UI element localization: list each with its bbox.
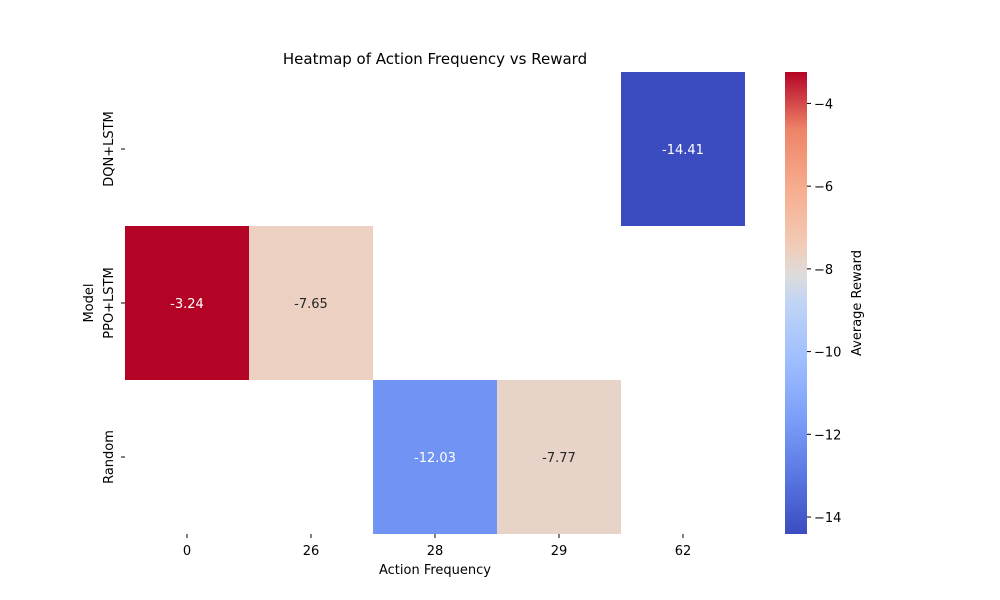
colorbar-tick-label: −14 [814,511,841,526]
cell-value-label: -7.65 [294,297,328,312]
cell-value-label: -7.77 [542,451,576,466]
heatmap-cell [497,380,621,534]
colorbar-tick-label: −4 [814,97,833,112]
heatmap-cell [373,380,497,534]
x-axis-label: Action Frequency [379,563,491,578]
x-tick-label: 26 [303,544,320,559]
colorbar: −4 −6 −8 −10 −12 −14 Average Reward [785,72,865,534]
chart-title: Heatmap of Action Frequency vs Reward [283,50,587,68]
colorbar-tick-label: −12 [814,428,841,443]
colorbar-label: Average Reward [850,250,865,356]
x-axis: 0 26 28 29 62 [183,534,691,559]
heatmap-cell [249,226,373,380]
cell-value-label: -3.24 [170,297,204,312]
heatmap-cell [621,72,745,226]
colorbar-tick-label: −6 [814,180,833,195]
colorbar-tick-label: −10 [814,346,841,361]
y-tick-label: DQN+LSTM [102,111,117,187]
heatmap-cell [125,226,249,380]
heatmap-cells: -14.41 -3.24 -7.65 -12.03 -7.77 [125,72,745,534]
x-tick-label: 0 [183,544,191,559]
y-axis: DQN+LSTM PPO+LSTM Random [102,111,125,484]
x-tick-label: 62 [675,544,692,559]
y-axis-label: Model [82,283,97,322]
x-tick-label: 29 [551,544,568,559]
x-tick-label: 28 [427,544,444,559]
colorbar-tick-label: −8 [814,263,833,278]
y-tick-label: PPO+LSTM [102,267,117,338]
colorbar-ticks: −4 −6 −8 −10 −12 −14 [807,97,841,526]
cell-value-label: -14.41 [662,143,704,158]
colorbar-gradient [785,72,807,534]
cell-value-label: -12.03 [414,451,456,466]
y-tick-label: Random [102,430,117,484]
